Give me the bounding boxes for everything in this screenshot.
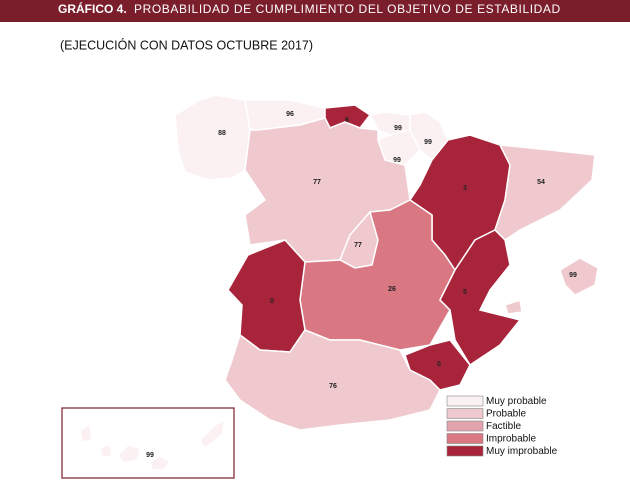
legend-label: Muy probable — [486, 396, 547, 407]
legend-swatch — [446, 408, 484, 419]
region-value: 0 — [270, 298, 274, 305]
canarias-frame — [61, 407, 235, 479]
region-value: 77 — [313, 179, 321, 186]
legend-label: Probable — [486, 409, 526, 420]
region-value: 99 — [146, 452, 154, 459]
region — [404, 339, 471, 391]
region — [99, 442, 113, 459]
region-value: 99 — [393, 157, 401, 164]
figure-title: PROBABILIDAD DE CUMPLIMIENTO DEL OBJETIV… — [134, 2, 561, 16]
region-value: 0 — [437, 361, 441, 368]
region-value: 5 — [463, 289, 467, 296]
legend-label: Factible — [486, 421, 521, 432]
region — [174, 94, 251, 181]
region-value: 99 — [394, 125, 402, 132]
region — [199, 418, 227, 450]
region — [149, 455, 172, 471]
region-value: 76 — [329, 383, 337, 390]
region-value: 54 — [537, 179, 545, 186]
region-value: 88 — [218, 130, 226, 137]
region — [494, 144, 596, 241]
region — [504, 299, 523, 315]
legend-swatch — [446, 433, 484, 444]
region-value: 96 — [286, 111, 294, 118]
region — [439, 229, 522, 367]
region-value: 26 — [388, 286, 396, 293]
region-value: 99 — [569, 272, 577, 279]
legend-label: Improbable — [486, 434, 536, 445]
region-value: 3 — [463, 185, 467, 192]
region — [559, 257, 599, 296]
header-bar — [0, 0, 630, 22]
legend-swatch — [446, 445, 484, 457]
region — [79, 423, 93, 443]
legend-swatch — [446, 420, 484, 432]
region-value: 6 — [345, 117, 349, 124]
region-value: 99 — [424, 139, 432, 146]
region — [117, 444, 141, 464]
legend-label: Muy improbable — [486, 446, 558, 457]
region-value: 77 — [354, 242, 362, 249]
legend-swatch — [446, 395, 484, 407]
figure-number: GRÁFICO 4. — [58, 1, 127, 16]
subtitle: (EJECUCIÓN CON DATOS OCTUBRE 2017) — [60, 37, 313, 52]
